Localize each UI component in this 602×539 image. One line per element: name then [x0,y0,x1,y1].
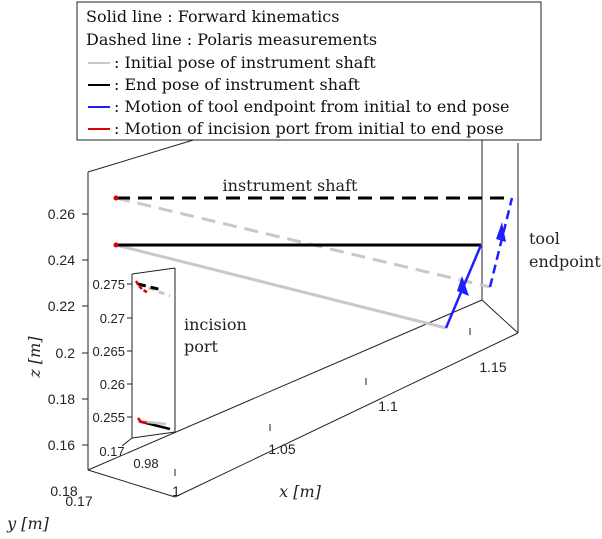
annotation-line: tool [529,229,560,248]
annotation-incision-port: incision port [184,315,247,356]
box-floor-front-edge [174,332,519,498]
legend-entry-label: Solid line : Forward kinematics [86,7,339,26]
z-tick-label: 0.2 [56,345,76,361]
x-tick-labels: 1 1.05 1.1 1.15 [172,359,507,499]
tool-endpoint-arrowhead [457,276,469,296]
inset-y-tick-label: 0.17 [99,444,124,459]
inset-incision-port-polaris [134,280,149,295]
x-axis-ticks [174,328,471,476]
inset-axes: 0.275 0.27 0.265 0.26 0.255 0.17 0.98 [92,267,176,471]
z-tick-label: 0.18 [48,391,75,407]
x-tick-label: 1.05 [268,441,295,457]
tool-endpoint-arrowhead [496,222,506,242]
legend: Solid line : Forward kinematics Dashed l… [76,1,542,141]
z-tick-label: 0.24 [48,252,75,268]
series-tool-endpoint-polaris [488,197,514,288]
box-top-back-edge [87,137,201,173]
legend-entry-label: : End pose of instrument shaft [114,75,361,94]
legend-box [76,1,542,141]
x-axis-label: x [m] [279,482,322,501]
annotation-line: port [184,337,219,356]
box-floor-left-edge [87,469,176,498]
series-initial-pose-polaris [115,196,491,289]
annotation-line: endpoint [529,252,601,271]
y-tick-label: 0.18 [50,483,77,499]
legend-entry-label: : Initial pose of instrument shaft [114,53,376,72]
x-tick-label: 1.1 [378,398,398,414]
z-tick-label: 0.16 [48,437,75,453]
annotation-line: incision [184,315,247,334]
annotation-instrument-shaft: instrument shaft [223,176,358,195]
legend-entry-label: Dashed line : Polaris measurements [86,30,377,49]
inset-end-pose-polaris [137,282,163,292]
y-tick-labels: 0.18 0.17 [50,483,92,509]
inset-z-tick-label: 0.255 [92,410,125,425]
z-tick-label: 0.22 [48,298,75,314]
y-axis-label: y [m] [6,514,50,533]
inset-z-tick-label: 0.26 [100,377,125,392]
x-tick-label: 1 [172,483,180,499]
inset-y-tick-label: 0.98 [133,456,158,471]
box-floor-right-edge [481,299,519,334]
z-axis-label: z [m] [25,336,44,379]
legend-entry-label: : Motion of incision port from initial t… [114,119,504,138]
incision-port-marker [113,242,119,248]
y-tick-label: 0.17 [65,493,92,509]
main-series [113,195,514,330]
inset-incision-port-forward [137,417,148,425]
axes-box [87,137,519,498]
inset-z-tick-label: 0.265 [92,344,125,359]
legend-entry-label: : Motion of tool endpoint from initial t… [114,97,510,116]
x-tick-label: 1.15 [479,359,506,375]
box-floor-back-edge [87,299,483,471]
z-axis-ticks [82,213,88,446]
series-initial-pose-forward [115,243,447,330]
incision-port-marker [113,195,119,201]
z-tick-label: 0.26 [48,206,75,222]
z-tick-labels: 0.26 0.24 0.22 0.2 0.18 0.16 [48,206,75,453]
annotation-tool-endpoint: tool endpoint [529,229,601,271]
inset-z-tick-label: 0.27 [100,311,125,326]
inset-z-tick-label: 0.275 [92,277,125,292]
